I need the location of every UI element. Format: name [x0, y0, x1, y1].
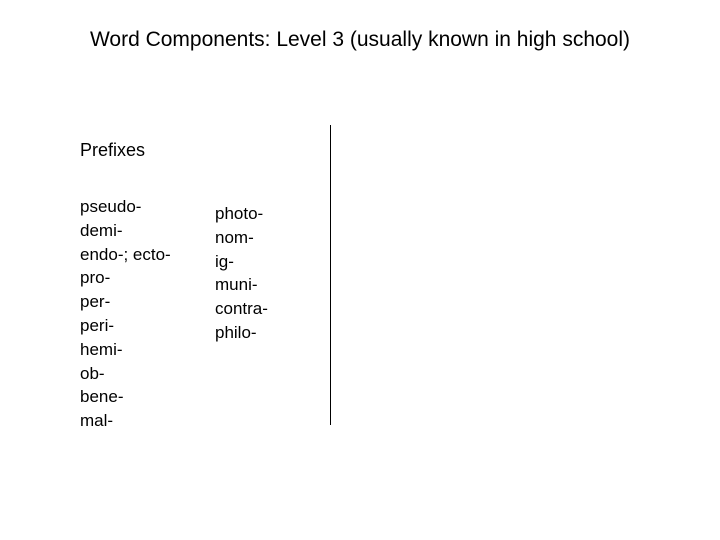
vertical-divider [330, 125, 331, 425]
prefix-column-1: pseudo- demi- endo-; ecto- pro- per- per… [80, 195, 171, 433]
page-title: Word Components: Level 3 (usually known … [0, 28, 720, 52]
list-item: nom- [215, 226, 268, 250]
list-item: bene- [80, 385, 171, 409]
list-item: demi- [80, 219, 171, 243]
list-item: peri- [80, 314, 171, 338]
section-label-prefixes: Prefixes [80, 140, 145, 161]
list-item: pseudo- [80, 195, 171, 219]
list-item: muni- [215, 273, 268, 297]
prefix-column-2: photo- nom- ig- muni- contra- philo- [215, 202, 268, 345]
list-item: contra- [215, 297, 268, 321]
list-item: hemi- [80, 338, 171, 362]
list-item: mal- [80, 409, 171, 433]
list-item: ig- [215, 250, 268, 274]
slide: Word Components: Level 3 (usually known … [0, 0, 720, 540]
list-item: ob- [80, 362, 171, 386]
list-item: pro- [80, 266, 171, 290]
list-item: photo- [215, 202, 268, 226]
list-item: per- [80, 290, 171, 314]
list-item: philo- [215, 321, 268, 345]
list-item: endo-; ecto- [80, 243, 171, 267]
